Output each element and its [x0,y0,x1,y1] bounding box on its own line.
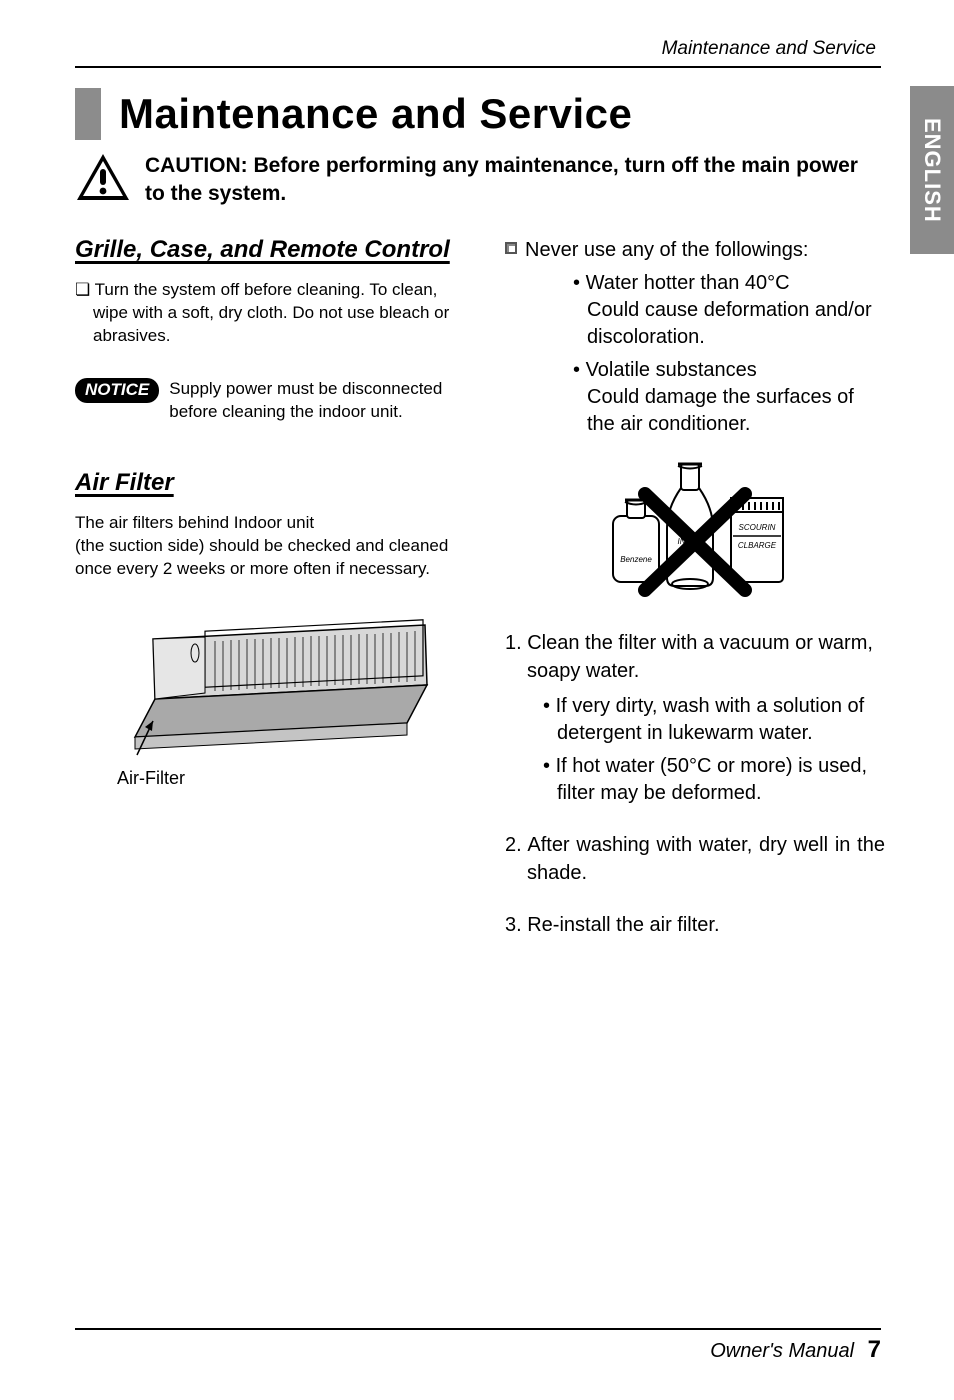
language-tab: ENGLISH [910,86,954,254]
never-use-row: Never use any of the followings: [505,237,885,264]
grille-bullet-text: Turn the system off before cleaning. To … [93,280,449,345]
language-tab-label: ENGLISH [919,118,945,223]
sub-item-head: Volatile substances [586,359,757,381]
header-rule [75,66,881,68]
step-1-sub-b: If hot water (50°C or more) is used, fil… [543,753,885,807]
notice-text: Supply power must be disconnected before… [169,378,477,424]
never-use-text: Never use any of the followings: [525,237,809,264]
step-1-sub-a: If very dirty, wash with a solution of d… [543,693,885,747]
right-column: Never use any of the followings: Water h… [505,237,885,945]
sub-item: Water hotter than 40°C Could cause defor… [573,270,885,351]
page-title: Maintenance and Service [119,90,632,138]
section-heading-airfilter: Air Filter [75,470,477,496]
content-columns: Grille, Case, and Remote Control ❏ Turn … [75,237,888,945]
footer-page-number: 7 [868,1336,881,1363]
bottle-label-r1: SCOURIN [739,523,776,532]
page-title-row: Maintenance and Service [75,88,888,140]
footer-label: Owner's Manual [710,1340,854,1362]
airfilter-p1: The air filters behind Indoor unit [75,512,477,535]
never-use-sublist: Water hotter than 40°C Could cause defor… [533,270,885,438]
title-accent-bar [75,88,101,140]
step-3: 3. Re-install the air filter. [505,911,885,939]
warning-icon [75,152,131,202]
step-1: 1. Clean the filter with a vacuum or war… [505,629,885,685]
running-head: Maintenance and Service [662,38,876,60]
section-heading-grille: Grille, Case, and Remote Control [75,237,477,263]
grille-bullet: ❏ Turn the system off before cleaning. T… [75,279,477,348]
notice-row: NOTICE Supply power must be disconnected… [75,378,477,424]
sub-item-head: Water hotter than 40°C [586,272,790,294]
bottle-label-left: Benzene [620,555,652,564]
hollow-square-icon [505,242,517,254]
footer-rule [75,1328,881,1330]
page-root: Maintenance and Service ENGLISH Maintena… [0,0,954,1400]
caution-label: CAUTION: [145,154,248,177]
airfilter-p2: (the suction side) should be checked and… [75,535,477,581]
caution-block: CAUTION: Before performing any maintenan… [75,152,888,209]
bottles-figure: Benzene INNER [505,444,885,609]
left-column: Grille, Case, and Remote Control ❏ Turn … [75,237,477,945]
indoor-unit-figure: Air-Filter [95,617,477,789]
bullet-glyph: ❏ [75,280,95,299]
sub-item: Volatile substances Could damage the sur… [573,357,885,438]
sub-item-body: Could cause deformation and/or discolora… [587,299,872,348]
notice-pill: NOTICE [75,378,159,403]
caution-body: Before performing any maintenance, turn … [145,154,858,205]
step-2: 2. After washing with water, dry well in… [505,831,885,887]
page-footer: Owner's Manual 7 [75,1328,881,1364]
bottle-label-r2: CLBARGE [738,541,777,550]
caution-text: CAUTION: Before performing any maintenan… [145,152,865,209]
step-1-sublist: If very dirty, wash with a solution of d… [543,693,885,807]
footer-text: Owner's Manual 7 [75,1336,881,1364]
sub-item-body: Could damage the surfaces of the air con… [587,386,854,435]
unit-caption: Air-Filter [117,768,477,789]
